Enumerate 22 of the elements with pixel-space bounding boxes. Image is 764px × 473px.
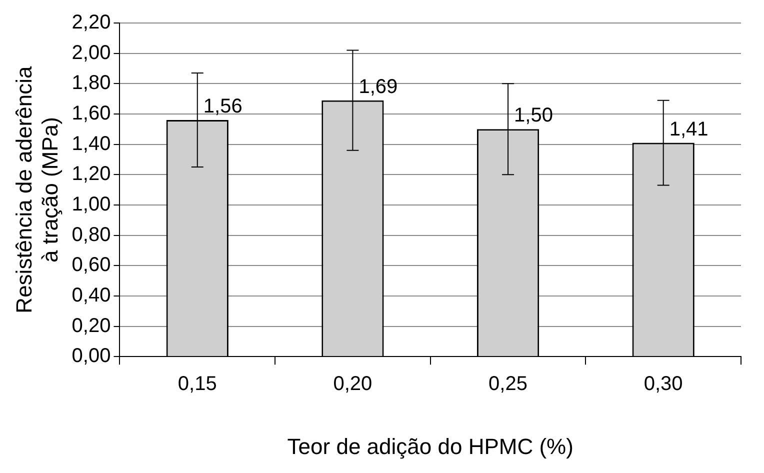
y-tick-label: 2,20 <box>72 12 111 34</box>
x-tick-label: 0,15 <box>178 373 217 396</box>
y-tick-label: 1,40 <box>72 132 111 155</box>
y-tick-label: 0,00 <box>72 345 111 368</box>
x-tick-label: 0,20 <box>333 373 372 396</box>
y-tick-label: 1,80 <box>72 72 111 94</box>
data-label: 1,56 <box>203 96 242 118</box>
x-axis-title: Teor de adição do HPMC (%) <box>287 434 574 459</box>
data-label: 1,50 <box>514 104 553 127</box>
y-tick-label: 0,60 <box>72 254 111 276</box>
y-tick-label: 1,60 <box>72 102 111 124</box>
data-label: 1,69 <box>358 76 398 98</box>
y-tick-label: 1,00 <box>72 193 111 216</box>
data-label: 1,41 <box>669 118 708 140</box>
y-tick-label: 0,20 <box>72 314 111 337</box>
y-tick-label: 0,80 <box>72 224 111 246</box>
x-tick-label: 0,25 <box>488 373 528 396</box>
x-tick-label: 0,30 <box>644 373 683 396</box>
y-tick-label: 2,00 <box>72 42 111 64</box>
y-tick-label: 1,20 <box>72 163 111 186</box>
y-tick-label: 0,40 <box>72 284 111 306</box>
y-axis-title: Resistência de aderência à tração (MPa) <box>11 66 63 314</box>
